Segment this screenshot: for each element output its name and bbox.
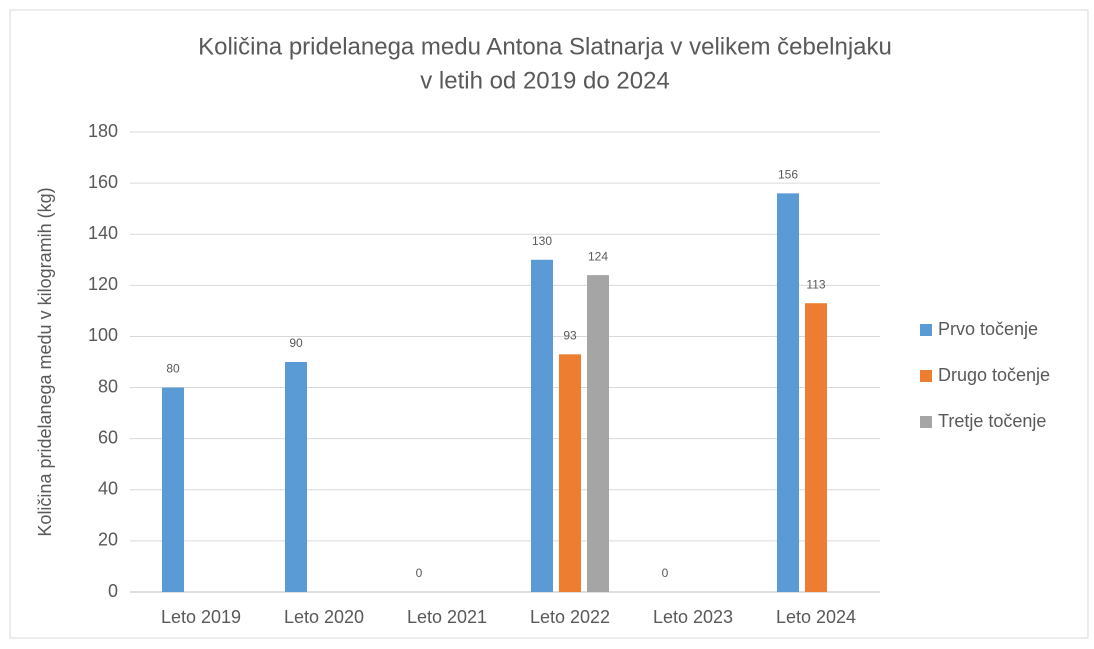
chart-title: Količina pridelanega medu Antona Slatnar…	[198, 33, 892, 60]
data-label: 124	[588, 249, 608, 263]
data-label: 0	[416, 566, 423, 580]
bar	[777, 193, 799, 593]
y-tick-label: 180	[88, 121, 118, 141]
data-label: 113	[806, 277, 825, 291]
legend-label: Drugo točenje	[938, 365, 1050, 385]
x-tick-label: Leto 2022	[530, 607, 610, 627]
y-tick-label: 60	[98, 427, 118, 447]
bar	[587, 275, 609, 592]
data-label: 80	[166, 362, 180, 376]
legend-swatch	[920, 370, 932, 382]
y-tick-label: 0	[108, 581, 118, 601]
bar	[805, 303, 827, 592]
y-axis-label: Količina pridelanega medu v kilogramih (…	[35, 187, 55, 536]
chart-title: v letih od 2019 do 2024	[420, 67, 670, 94]
bar	[162, 387, 184, 592]
data-label: 130	[532, 234, 552, 248]
bar	[559, 354, 581, 592]
y-tick-label: 80	[98, 376, 118, 396]
y-tick-label: 140	[88, 223, 118, 243]
data-label: 93	[563, 329, 577, 343]
bar	[285, 362, 307, 592]
bar	[531, 259, 553, 592]
legend-label: Tretje točenje	[938, 411, 1046, 431]
y-tick-label: 100	[88, 325, 118, 345]
data-label: 156	[778, 168, 798, 182]
y-tick-label: 160	[88, 172, 118, 192]
y-tick-label: 20	[98, 530, 118, 550]
legend-swatch	[920, 416, 932, 428]
y-tick-label: 120	[88, 274, 118, 294]
y-tick-label: 40	[98, 479, 118, 499]
x-tick-label: Leto 2024	[776, 607, 856, 627]
data-label: 90	[289, 336, 303, 350]
x-tick-label: Leto 2023	[653, 607, 733, 627]
data-label: 0	[662, 566, 669, 580]
x-tick-label: Leto 2020	[284, 607, 364, 627]
x-tick-label: Leto 2021	[407, 607, 487, 627]
legend-label: Prvo točenje	[938, 319, 1038, 339]
legend-swatch	[920, 324, 932, 336]
x-tick-label: Leto 2019	[161, 607, 241, 627]
